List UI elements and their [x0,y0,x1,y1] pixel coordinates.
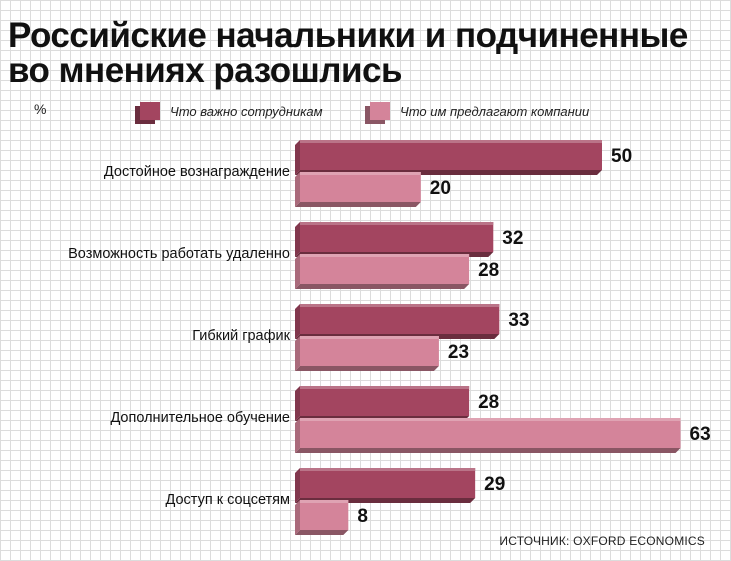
bar-depth-bottom [295,202,421,207]
bar-highlight [300,418,681,421]
source-note: ИСТОЧНИК: OXFORD ECONOMICS [499,534,705,548]
legend-label-employees: Что важно сотрудникам [170,103,323,119]
bar-depth-bottom [295,530,349,535]
bar-highlight [300,336,439,339]
bar [300,386,470,416]
legend-item-employees: Что важно сотрудникам [140,102,323,120]
bar-highlight [300,140,602,143]
bar-depth-bottom [295,448,681,453]
category-label: Дополнительное обучение [110,410,290,426]
bar-highlight [300,386,470,389]
bar-highlight [300,500,349,503]
data-label: 8 [357,506,368,527]
legend-swatch-employees [140,102,160,120]
bar-depth-left [295,336,300,371]
bar [300,222,494,252]
data-label: 32 [502,228,523,249]
data-label: 28 [478,392,499,413]
bar [300,172,421,202]
category-label: Гибкий график [192,328,290,344]
chart-title-line-2: во мнениях разошлись [8,51,403,90]
data-label: 20 [430,178,451,199]
bar [300,304,500,334]
category-label: Достойное вознаграждение [104,164,290,180]
bar-highlight [300,172,421,175]
chart-title: Российские начальники и подчиненные во м… [8,18,726,88]
bar-depth-left [295,468,300,503]
bar-highlight [300,254,470,257]
bar-depth-left [295,304,300,339]
chart-title-line-1: Российские начальники и подчиненные [8,16,688,55]
unit-label: % [34,101,47,117]
data-label: 29 [484,474,505,495]
data-label: 33 [508,310,529,331]
data-label: 23 [448,342,469,363]
legend-item-companies: Что им предлагают компании [370,102,589,120]
bar-highlight [300,468,476,471]
category-label: Возможность работать удаленно [68,246,290,262]
bar-depth-left [295,386,300,421]
bar-depth-left [295,500,300,535]
category-label: Доступ к соцсетям [165,492,290,508]
data-label: 28 [478,260,499,281]
bar [300,336,439,366]
bar [300,468,476,498]
bar-highlight [300,222,494,225]
data-label: 63 [690,424,711,445]
legend-label-companies: Что им предлагают компании [400,103,590,119]
bar-depth-bottom [295,284,470,289]
bar-depth-bottom [295,366,439,371]
bar-depth-left [295,254,300,289]
data-label: 50 [611,146,632,167]
bar [300,418,681,448]
bar-depth-left [295,172,300,207]
bar-depth-left [295,140,300,175]
bar [300,500,349,530]
bar-depth-left [295,418,300,453]
legend-swatch-companies [370,102,390,120]
bar-highlight [300,304,500,307]
bar [300,140,602,170]
bar [300,254,470,284]
bar-depth-left [295,222,300,257]
